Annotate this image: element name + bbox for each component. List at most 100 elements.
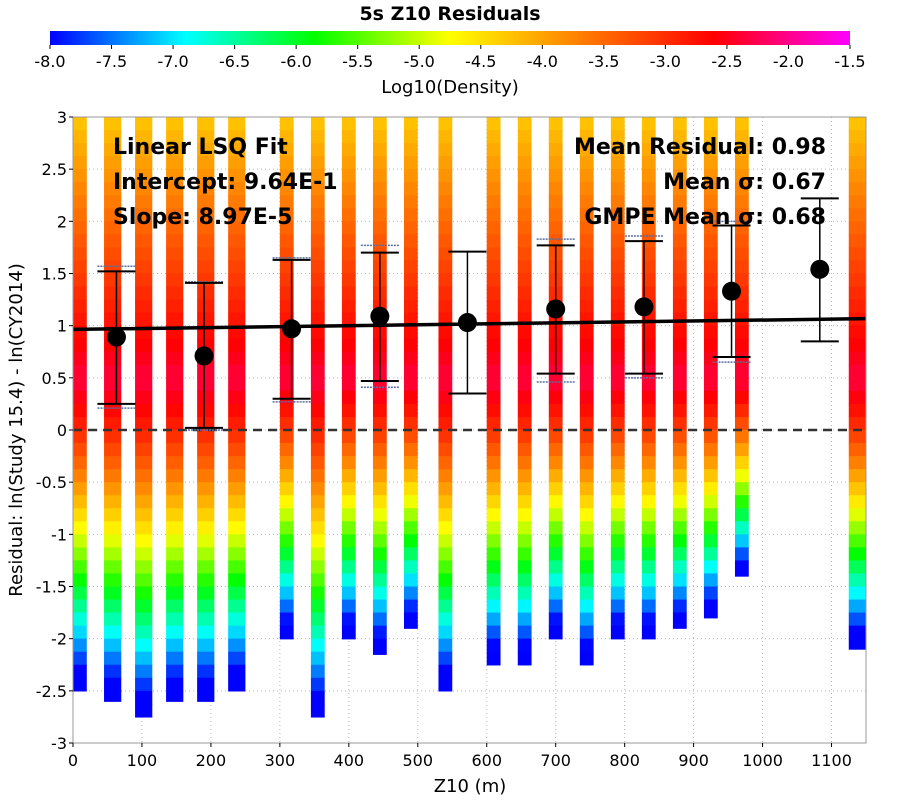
- density-cell: [228, 612, 246, 627]
- density-cell: [734, 443, 749, 457]
- density-cell: [610, 482, 625, 496]
- mean-marker: [457, 313, 477, 333]
- annotation-right: GMPE Mean σ: 0.68: [584, 205, 826, 230]
- density-cell: [166, 534, 184, 548]
- density-cell: [641, 182, 656, 196]
- density-cell: [341, 430, 356, 444]
- density-cell: [848, 247, 866, 262]
- density-cell: [228, 351, 246, 366]
- density-cell: [734, 169, 749, 183]
- density-cell: [372, 651, 387, 655]
- density-cell: [135, 273, 153, 288]
- density-cell: [703, 443, 718, 457]
- density-cell: [403, 273, 418, 288]
- density-cell: [73, 390, 87, 405]
- density-cell: [341, 560, 356, 575]
- density-cell: [310, 625, 325, 640]
- density-cell: [548, 573, 563, 588]
- density-cell: [104, 390, 122, 405]
- density-cell: [372, 560, 387, 575]
- density-cell: [135, 338, 153, 353]
- density-cell: [197, 469, 215, 483]
- density-cell: [438, 299, 453, 314]
- density-cell: [279, 143, 294, 157]
- density-cell: [104, 182, 122, 196]
- density-cell: [517, 169, 532, 183]
- density-cell: [848, 221, 866, 235]
- density-cell: [610, 364, 625, 379]
- density-cell: [734, 273, 749, 288]
- density-cell: [310, 664, 325, 679]
- density-cell: [579, 416, 594, 431]
- bin-mean-group: [536, 238, 575, 383]
- x-tick-label: 400: [334, 751, 365, 770]
- density-cell: [197, 234, 215, 249]
- bin-mean-group: [272, 257, 311, 403]
- density-cell: [486, 573, 501, 588]
- mean-marker: [810, 259, 830, 279]
- density-cell: [73, 416, 87, 431]
- density-cell: [73, 469, 87, 483]
- density-cell: [403, 469, 418, 483]
- density-cell: [403, 416, 418, 431]
- density-cell: [166, 351, 184, 366]
- x-tick-label: 700: [540, 751, 571, 770]
- density-cell: [517, 508, 532, 522]
- density-cell: [548, 390, 563, 405]
- density-cell: [372, 534, 387, 548]
- mean-marker: [370, 306, 390, 326]
- density-cell: [104, 143, 122, 157]
- density-cell: [228, 469, 246, 483]
- density-cell: [579, 195, 594, 209]
- density-cell: [104, 430, 122, 444]
- density-cell: [135, 403, 153, 418]
- density-cell: [197, 130, 215, 144]
- density-cell: [73, 495, 87, 509]
- density-cell: [641, 612, 656, 627]
- density-cell: [610, 351, 625, 366]
- density-cell: [135, 351, 153, 366]
- colorbar-ticks: -8.0 -7.5 -7.0 -6.5 -6.0 -5.5 -5.0 -4.5 -4.0 -3.5…: [34, 45, 866, 71]
- density-cell: [73, 508, 87, 522]
- density-cell: [341, 286, 356, 301]
- density-cell: [341, 169, 356, 183]
- density-cell: [438, 599, 453, 614]
- colorbar-tick-label: -1.5: [834, 52, 865, 71]
- density-cell: [672, 351, 687, 366]
- density-cell: [403, 234, 418, 249]
- density-cell: [104, 456, 122, 470]
- density-cell: [438, 430, 453, 444]
- density-cell: [372, 599, 387, 614]
- density-cell: [517, 547, 532, 562]
- density-cell: [848, 560, 866, 575]
- density-cell: [610, 547, 625, 562]
- density-cell: [166, 521, 184, 535]
- density-cell: [372, 547, 387, 562]
- density-cell: [848, 286, 866, 301]
- density-cell: [228, 690, 246, 692]
- density-cell: [310, 273, 325, 288]
- density-cell: [579, 143, 594, 157]
- density-cell: [104, 403, 122, 418]
- density-cell: [579, 260, 594, 275]
- density-cell: [279, 547, 294, 562]
- density-cell: [610, 195, 625, 209]
- density-cell: [197, 612, 215, 627]
- density-cell: [73, 443, 87, 457]
- density-cell: [486, 586, 501, 601]
- density-cell: [135, 677, 153, 692]
- density-cell: [848, 364, 866, 379]
- density-cell: [228, 547, 246, 562]
- density-cell: [228, 443, 246, 457]
- density-cell: [438, 169, 453, 183]
- density-cell: [135, 234, 153, 249]
- density-cell: [517, 299, 532, 314]
- density-cell: [310, 260, 325, 275]
- density-cell: [279, 273, 294, 288]
- density-cell: [579, 430, 594, 444]
- density-cell: [166, 299, 184, 314]
- density-column: [579, 117, 594, 666]
- density-cell: [104, 638, 122, 653]
- density-cell: [403, 312, 418, 327]
- density-cell: [279, 456, 294, 470]
